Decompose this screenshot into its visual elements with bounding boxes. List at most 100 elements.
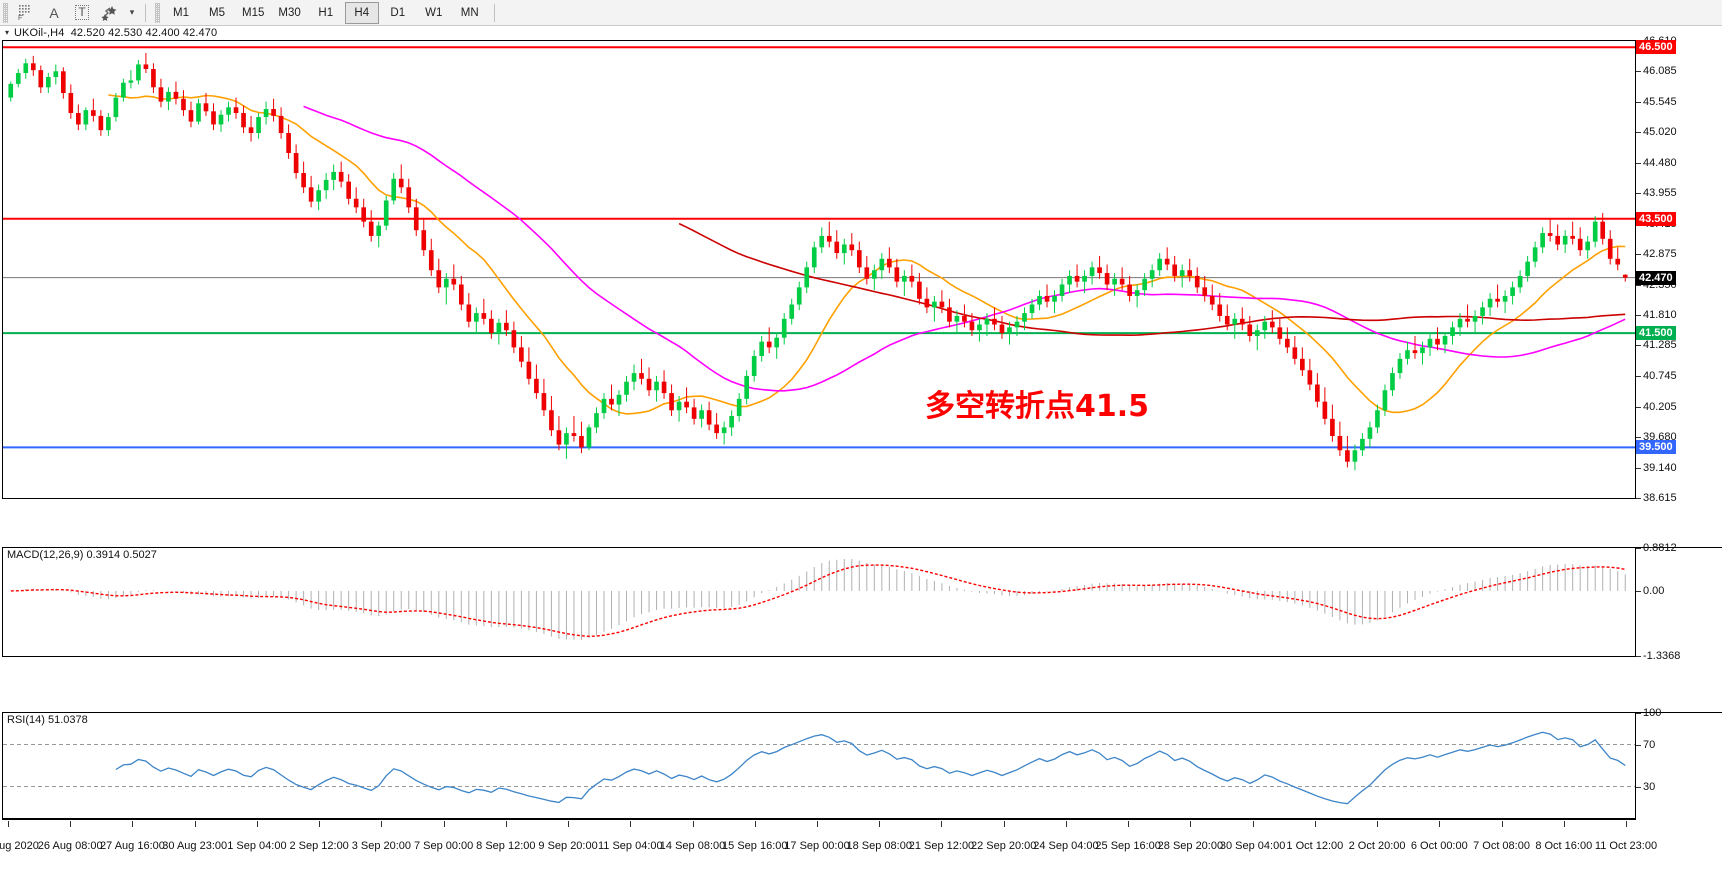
time-axis-label: 26 Aug 08:00 [37,840,103,852]
time-axis-label: 8 Oct 16:00 [1535,840,1593,852]
chart-menu-caret-icon[interactable]: ▾ [4,28,9,37]
symbol-ohlc-text: UKOil-,H4 42.520 42.530 42.400 42.470 [14,27,218,39]
time-axis-label: 3 Sep 20:00 [351,840,412,852]
timeframe-h1[interactable]: H1 [318,6,334,19]
price-level-badge-resistance[interactable]: 46.500 [1636,40,1676,55]
time-axis-tick [1003,821,1005,827]
main-toolbar: F A T ▾ M1 M5 M15 M30 H1 H4 D1 W1 MN [0,0,1722,26]
objects-icon[interactable] [97,1,123,25]
text-label-icon[interactable]: A [41,1,67,25]
price-axis-tick: 45.020 [1636,126,1677,139]
toolbar-grip[interactable] [3,2,8,23]
time-axis-tick [505,821,507,827]
price-axis-tick: 41.810 [1636,309,1677,322]
time-axis-tick [1065,821,1067,827]
price-axis-tick: 41.285 [1636,339,1677,352]
price-axis-tick: 38.615 [1636,492,1677,505]
time-axis-tick [70,821,72,827]
text-label-glyph: A [49,4,59,21]
time-axis-tick [1501,821,1503,827]
timeframe-w1[interactable]: W1 [425,6,443,19]
axis-divider-rsi [1636,712,1722,713]
time-axis-label: 6 Oct 00:00 [1410,840,1468,852]
time-axis-tick [256,821,258,827]
time-axis-tick [879,821,881,827]
time-axis-tick [1128,821,1130,827]
time-axis-label: 17 Sep 00:00 [784,840,850,852]
text-box-icon[interactable]: T [69,1,95,25]
price-level-badge-last-price[interactable]: 42.470 [1636,270,1676,285]
price-axis[interactable]: 46.61046.08545.54545.02044.48043.95543.4… [1636,35,1722,869]
symbol-info-bar: ▾ UKOil-,H4 42.520 42.530 42.400 42.470 [0,26,1722,40]
rsi-panel[interactable]: RSI(14) 51.0378 [2,712,1636,819]
time-axis-label: 2 Oct 20:00 [1348,840,1406,852]
crosshair-f-icon[interactable]: F [13,1,39,25]
time-axis-tick [381,821,383,827]
time-axis-label: 30 Aug 23:00 [162,840,228,852]
timeframe-d1[interactable]: D1 [390,6,406,19]
time-axis-tick [1377,821,1379,827]
time-axis-label: 9 Sep 20:00 [538,840,598,852]
time-axis-tick [8,821,9,827]
time-axis-label: 30 Sep 04:00 [1219,840,1286,852]
svg-text:F: F [18,15,22,21]
time-axis-tick [1252,821,1254,827]
time-axis-label: 8 Sep 12:00 [476,840,536,852]
price-chart-canvas [3,46,1635,471]
price-level-badge-resistance[interactable]: 43.500 [1636,211,1676,226]
toolbar-divider [145,3,146,22]
time-axis-tick [132,821,134,827]
price-axis-tick: 40.205 [1636,401,1677,414]
price-axis-tick: 45.545 [1636,96,1677,109]
time-axis-tick [817,821,818,827]
rsi-label: RSI(14) 51.0378 [7,714,88,726]
time-axis-label: 14 Sep 08:00 [659,840,726,852]
time-axis-tick [630,821,632,827]
price-axis-tick: 40.745 [1636,370,1677,383]
time-axis-tick [319,821,321,827]
price-level-badge-pivot[interactable]: 41.500 [1636,326,1676,341]
timeframe-mn[interactable]: MN [460,6,479,19]
macd-panel[interactable]: MACD(12,26,9) 0.3914 0.5027 [2,547,1636,657]
timeframe-m15[interactable]: M15 [242,6,265,19]
rsi-canvas [3,731,1635,805]
macd-axis-tick: 0.8812 [1636,542,1677,555]
timeframe-h4[interactable]: H4 [344,1,379,24]
price-axis-tick: 42.875 [1636,248,1677,261]
timeframe-m1[interactable]: M1 [173,6,189,19]
time-axis-tick [443,821,445,827]
timeframe-m30[interactable]: M30 [278,6,301,19]
time-axis-tick [194,821,196,827]
price-axis-tick: 43.955 [1636,187,1677,200]
time-axis-label: 21 Sep 12:00 [908,840,975,852]
timeframe-m5[interactable]: M5 [209,6,225,19]
time-axis-label: 2 Sep 12:00 [289,840,349,852]
price-axis-tick: 46.085 [1636,65,1677,78]
price-chart-panel[interactable] [2,40,1636,499]
time-axis-tick [568,821,570,827]
time-axis-label: 27 Aug 16:00 [100,840,165,852]
time-axis-tick [1314,821,1316,827]
chart-annotation-text[interactable]: 多空转折点41.5 [925,389,1150,424]
macd-canvas [10,558,1626,640]
time-axis-label: 11 Sep 04:00 [597,840,663,852]
price-level-badge-support[interactable]: 39.500 [1636,440,1676,455]
toolbar-divider-right [493,3,495,22]
macd-axis-tick: -1.3368 [1636,650,1680,663]
price-axis-tick: 44.480 [1636,157,1677,170]
time-axis-label: 28 Sep 20:00 [1157,840,1224,852]
time-axis-label: 1 Oct 12:00 [1286,840,1344,852]
time-axis-label: 7 Sep 00:00 [413,840,474,852]
macd-label: MACD(12,26,9) 0.3914 0.5027 [7,549,157,561]
dropdown-arrow-icon[interactable]: ▾ [125,1,139,25]
time-axis-label: 22 Sep 20:00 [970,840,1037,852]
time-axis-tick [1190,821,1192,827]
time-axis-label: 24 Aug 2020 [0,840,39,852]
timeframe-grip[interactable] [155,2,160,23]
time-axis-label: 11 Oct 23:00 [1594,840,1658,852]
time-axis-label: 1 Sep 04:00 [227,840,287,852]
macd-axis-tick: 0.00 [1636,585,1664,598]
time-axis-tick [754,821,756,827]
